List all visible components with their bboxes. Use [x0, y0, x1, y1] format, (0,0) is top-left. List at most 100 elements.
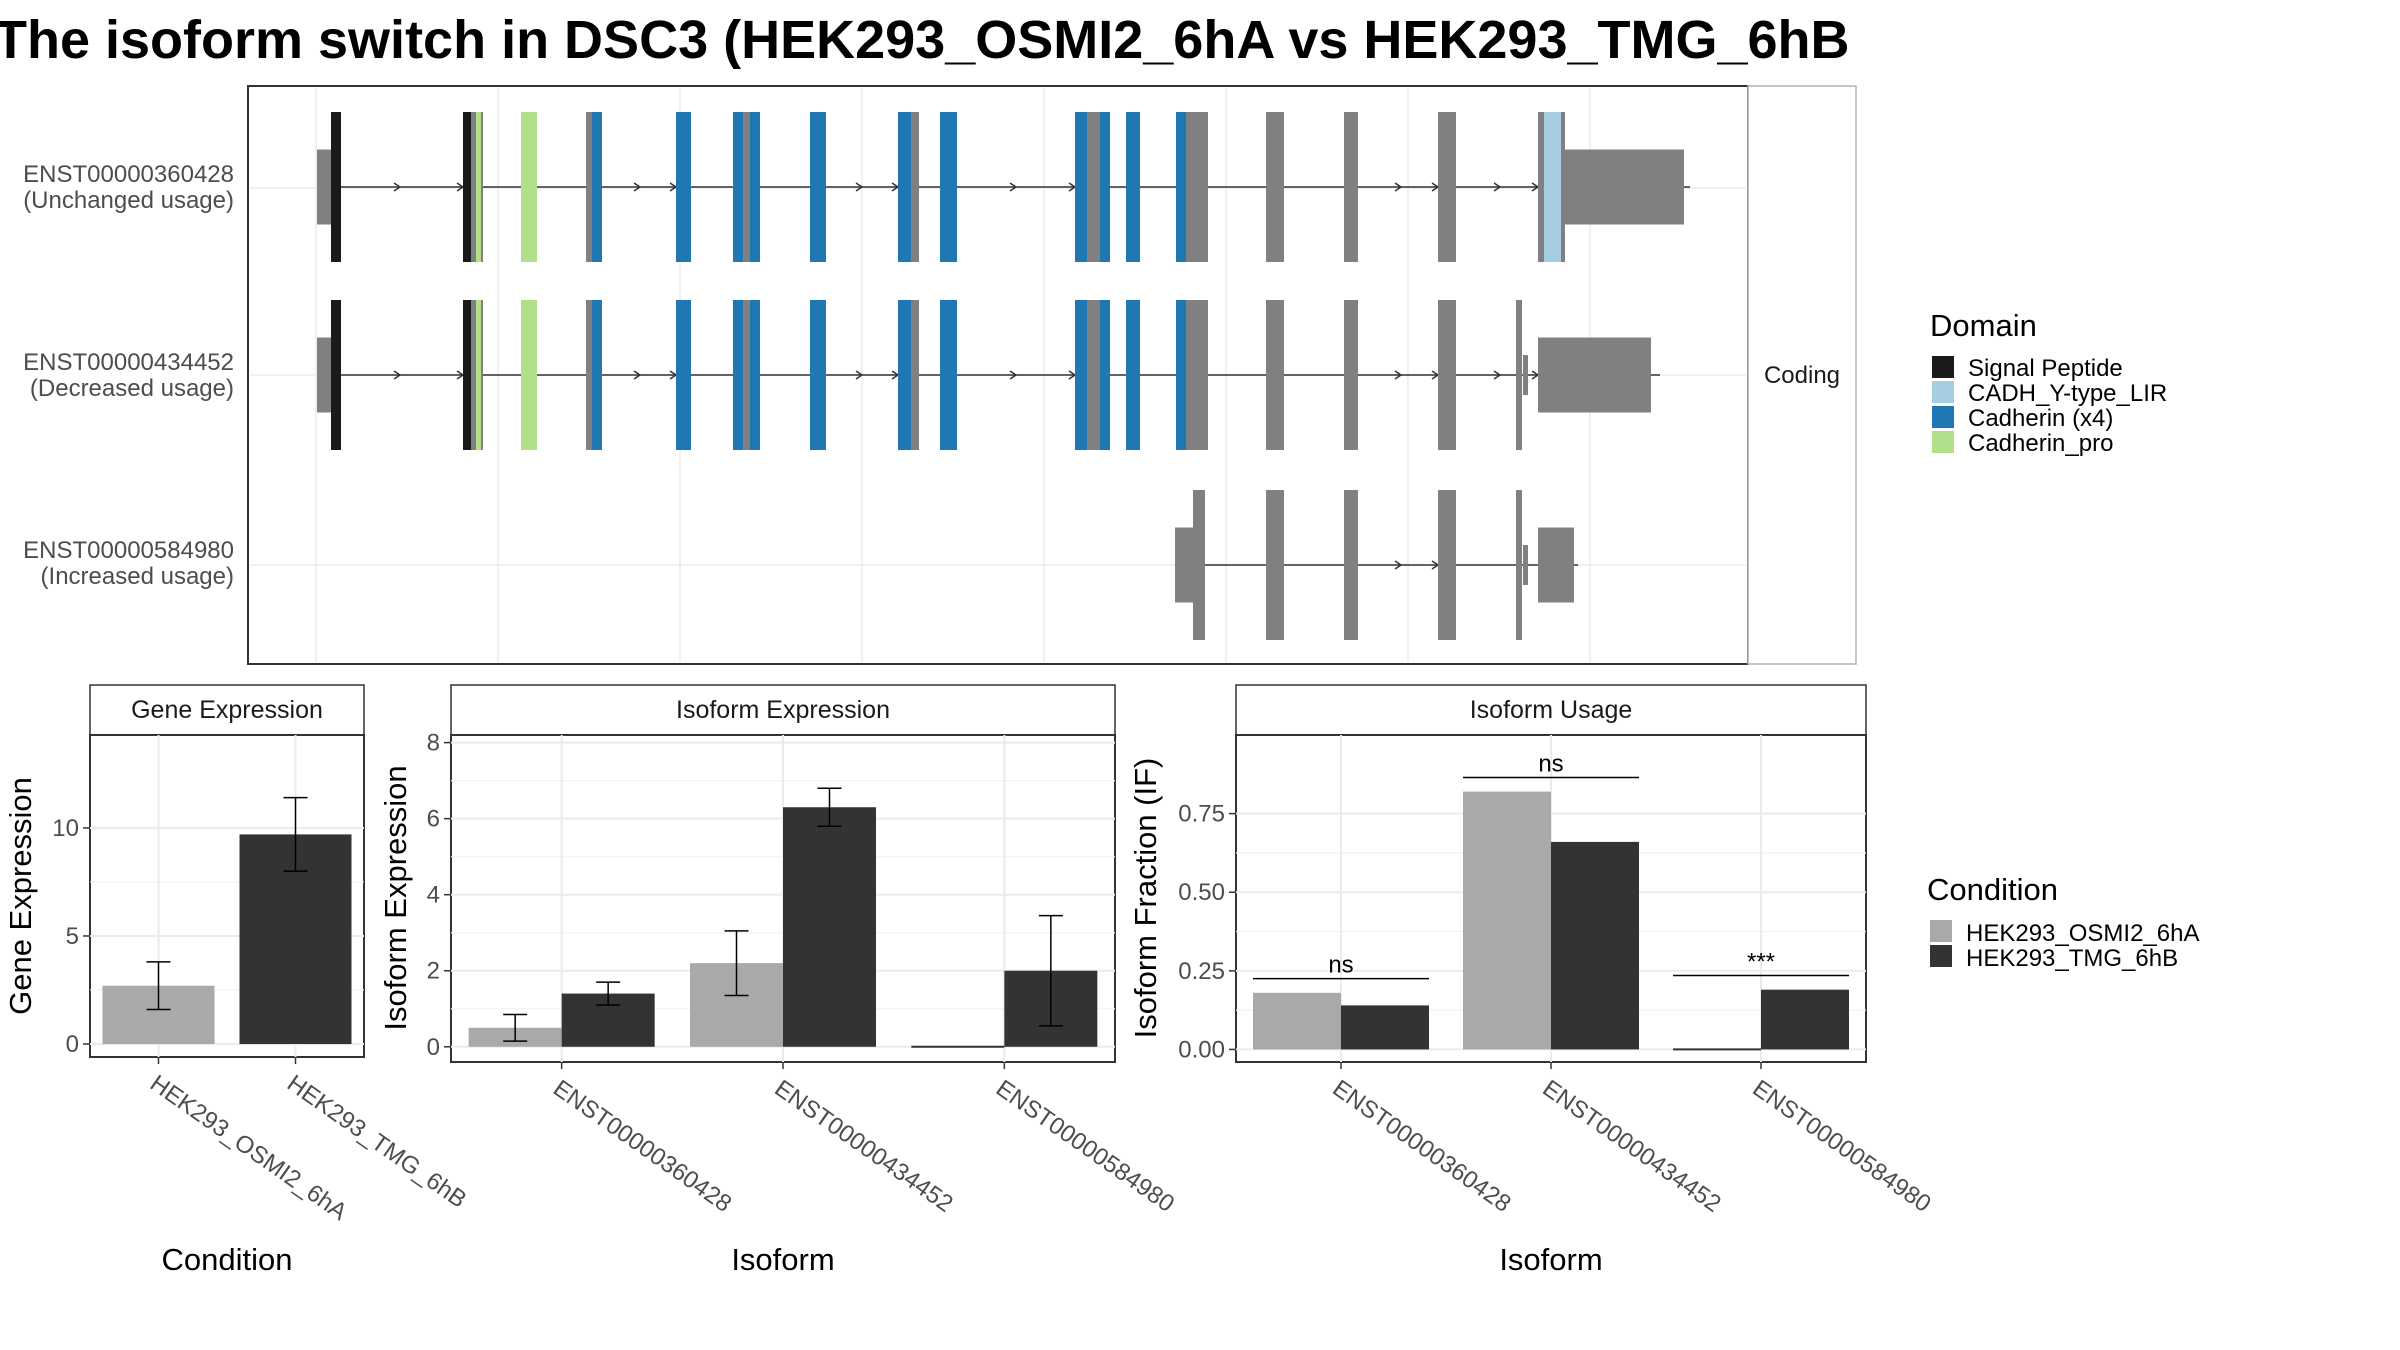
exon-block — [1075, 300, 1087, 450]
structure-exons — [317, 112, 1690, 640]
exon-block — [1186, 112, 1208, 262]
exon-block — [1100, 112, 1110, 262]
exon-block — [1176, 112, 1186, 262]
exon-block — [471, 300, 476, 450]
exon-block — [1186, 300, 1208, 450]
isoform-usage-x-axis-title: Isoform — [1499, 1242, 1602, 1277]
track-usage-label: (Decreased usage) — [30, 375, 234, 402]
intron-arrow — [855, 182, 864, 192]
legend-label-cadherin: Cadherin (x4) — [1968, 405, 2113, 432]
exon-block — [1075, 112, 1087, 262]
legend-key-cadherin — [1932, 406, 1954, 428]
bar — [1463, 791, 1551, 1050]
legend-label-cadherin-pro: Cadherin_pro — [1968, 430, 2113, 457]
exon-block — [750, 300, 760, 450]
exon-block — [592, 112, 602, 262]
exon-block — [911, 112, 919, 262]
y-tick-label: 4 — [427, 882, 440, 909]
exon-block — [481, 112, 483, 262]
exon-block — [1193, 490, 1205, 640]
exon-block — [586, 112, 596, 262]
y-tick-label: 0.75 — [1178, 801, 1225, 828]
domain-legend: Domain Signal Peptide CADH_Y-type_LIR Ca… — [1930, 308, 2167, 457]
intron-arrow — [1394, 560, 1403, 570]
isoform-usage-title: Isoform Usage — [1470, 696, 1633, 724]
exon-block — [676, 300, 691, 450]
exon-block — [331, 300, 341, 450]
isoform-usage-panel: Isoform Usage 0.00 0.25 0.50 0.75 ns ns *** ENS… — [1128, 684, 1936, 1277]
structure-facet-strip — [1747, 85, 1857, 665]
exon-block — [317, 149, 332, 225]
isoform-expression-x-axis-title: Isoform — [731, 1242, 834, 1277]
intron-arrow — [1493, 182, 1502, 192]
intron-arrow — [855, 370, 864, 380]
exon-block — [521, 300, 537, 450]
exon-block — [1266, 490, 1284, 640]
isoform-usage-y-axis-title: Isoform Fraction (IF) — [1128, 758, 1163, 1039]
intron-arrow — [1009, 370, 1018, 380]
x-tick-label: ENST00000360428 — [1328, 1075, 1516, 1218]
exon-block — [1561, 112, 1565, 262]
legend-label-condition-b: HEK293_TMG_6hB — [1966, 945, 2178, 972]
intron-arrow — [1394, 182, 1403, 192]
isoform-expression-y-axis-title: Isoform Expression — [378, 765, 413, 1030]
exon-block — [521, 112, 537, 262]
intron-arrow — [393, 370, 402, 380]
exon-block — [1538, 337, 1651, 413]
legend-key-signal-peptide — [1932, 356, 1954, 378]
exon-block — [1087, 300, 1103, 450]
domain-legend-title: Domain — [1930, 308, 2037, 343]
exon-block — [743, 300, 753, 450]
intron-arrow — [633, 182, 642, 192]
bar — [783, 807, 876, 1047]
exon-block — [1516, 490, 1522, 640]
y-tick-label: 5 — [66, 923, 79, 950]
legend-label-signal-peptide: Signal Peptide — [1968, 355, 2123, 382]
exon-block — [1564, 149, 1684, 225]
exon-block — [463, 112, 473, 262]
exon-block — [592, 300, 602, 450]
exon-block — [743, 112, 753, 262]
legend-key-condition-b — [1930, 945, 1952, 967]
x-tick-label: ENST00000360428 — [548, 1075, 736, 1218]
y-tick-label: 8 — [427, 730, 440, 757]
intron-arrow — [1009, 182, 1018, 192]
exon-block — [898, 300, 912, 450]
exon-block — [1126, 112, 1140, 262]
exon-block — [317, 337, 332, 413]
gene-expression-y-axis-title: Gene Expression — [3, 777, 38, 1015]
exon-block — [1438, 300, 1456, 450]
legend-key-cadherin-pro — [1932, 431, 1954, 453]
isoform-expression-strip — [450, 684, 1116, 736]
bar — [1341, 1005, 1429, 1050]
exon-block — [1126, 300, 1140, 450]
structure-panel: Coding ENST00000360428 (Unchanged usage)… — [23, 85, 1857, 665]
exon-block — [1516, 300, 1522, 450]
exon-block — [1438, 112, 1456, 262]
legend-label-condition-a: HEK293_OSMI2_6hA — [1966, 920, 2199, 947]
track-id-label: ENST00000434452 — [23, 349, 234, 376]
legend-key-condition-a — [1930, 920, 1952, 942]
exon-block — [1175, 527, 1195, 603]
exon-block — [1100, 300, 1110, 450]
exon-block — [750, 112, 760, 262]
exon-block — [676, 112, 691, 262]
structure-facet-label: Coding — [1764, 362, 1840, 389]
condition-legend: Condition HEK293_OSMI2_6hA HEK293_TMG_6h… — [1927, 872, 2199, 972]
exon-block — [481, 300, 483, 450]
intron-arrow — [1493, 370, 1502, 380]
exon-block — [911, 300, 919, 450]
exon-block — [1438, 490, 1456, 640]
exon-block — [1266, 112, 1284, 262]
exon-block — [1344, 490, 1358, 640]
track-id-label: ENST00000360428 — [23, 161, 234, 188]
isoform-expression-title: Isoform Expression — [676, 696, 890, 724]
intron-arrow — [393, 182, 402, 192]
exon-block — [940, 300, 957, 450]
significance-label: *** — [1747, 949, 1775, 976]
exon-block — [1523, 355, 1528, 395]
x-tick-label: ENST00000434452 — [770, 1075, 958, 1218]
exon-block — [1538, 112, 1546, 262]
x-tick-label: ENST00000584980 — [991, 1075, 1179, 1218]
exon-block — [940, 112, 957, 262]
